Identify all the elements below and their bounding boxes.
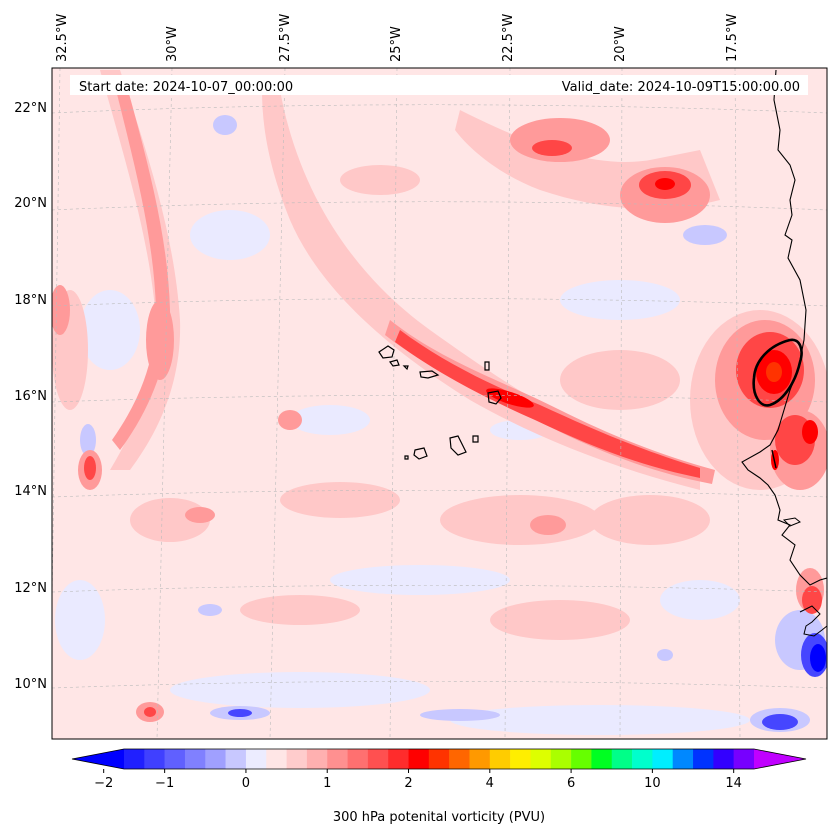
colorbar-cells [124, 749, 755, 769]
colorbar-cell [327, 749, 348, 769]
colorbar-cell [571, 749, 592, 769]
lon-label: 32.5°W [55, 14, 70, 62]
lat-label: 18°N [14, 293, 47, 308]
light-blue-regions [55, 210, 750, 735]
colorbar-cell [347, 749, 369, 769]
lon-label: 22.5°W [501, 14, 516, 62]
colorbar-over-arrow [754, 749, 806, 769]
colorbar-cell [408, 749, 430, 769]
colorbar-outline [71, 748, 807, 770]
colorbar-cell [124, 749, 145, 769]
cape-verde-islands [378, 345, 502, 460]
colorbar-cell [388, 749, 409, 769]
colorbar-label: 300 hPa potenital vorticity (PVU) [333, 810, 545, 825]
colorbar-tick-label: 0 [242, 776, 250, 791]
colorbar-cell [550, 749, 572, 769]
colorbar-tick-label: −2 [94, 776, 113, 791]
colorbar-tick-label: 2 [404, 776, 412, 791]
colorbar-cell [205, 749, 226, 769]
colorbar-cell [672, 749, 694, 769]
colorbar-tick-label: 14 [725, 776, 742, 791]
pv-max-core [766, 362, 782, 382]
colorbar-cell [530, 749, 552, 769]
lon-label: 20°W [613, 26, 628, 62]
map-frame [51, 67, 828, 740]
lat-label: 12°N [14, 581, 47, 596]
colorbar-tick-label: −1 [155, 776, 174, 791]
colorbar-cell [469, 749, 491, 769]
colorbar-cell [733, 749, 755, 769]
header-bar [70, 75, 808, 95]
blue-regions [80, 115, 825, 732]
lon-label: 17.5°W [725, 14, 740, 62]
colorbar-cell [611, 749, 633, 769]
colorbar-cell [225, 749, 247, 769]
colorbar-cell [164, 749, 186, 769]
lat-label: 22°N [14, 101, 47, 116]
colorbar-tick-label: 10 [644, 776, 661, 791]
lat-label: 20°N [14, 196, 47, 211]
lat-label: 16°N [14, 389, 47, 404]
colorbar-cell [652, 749, 674, 769]
coastline-gambia [782, 517, 801, 527]
pv-contour-thick [752, 338, 803, 407]
colorbar-tick-label: 1 [323, 776, 331, 791]
colorbar-cell [713, 749, 734, 769]
colorbar-cell [693, 749, 714, 769]
colorbar-cell [245, 749, 267, 769]
colorbar-ticks: −2 −1 0 1 2 4 6 10 14 [94, 769, 742, 791]
valid-date-label: Valid_date: 2024-10-09T15:00:00.00 [562, 80, 800, 95]
lon-label: 27.5°W [278, 14, 293, 62]
colorbar-cell [144, 749, 165, 769]
colorbar-cell [510, 749, 531, 769]
start-date-label: Start date: 2024-10-07_00:00:00 [79, 80, 293, 95]
coastline-west-africa [741, 69, 827, 586]
colorbar-under-arrow [72, 749, 124, 769]
lon-label: 30°W [165, 26, 180, 62]
longitude-labels: 32.5°W 30°W 27.5°W 25°W 22.5°W 20°W 17.5… [55, 14, 740, 62]
colorbar-cell [489, 749, 511, 769]
colorbar: −2 −1 0 1 2 4 6 10 14 300 hPa potenital vorticit… [71, 748, 807, 825]
colorbar-cell [428, 749, 450, 769]
lat-label: 14°N [14, 484, 47, 499]
gridlines [52, 68, 827, 739]
colorbar-cell [184, 749, 206, 769]
pv-field [52, 68, 827, 739]
colorbar-cell [591, 749, 613, 769]
coastline-guinea [799, 605, 827, 637]
lon-label: 25°W [389, 26, 404, 62]
colorbar-tick-label: 4 [486, 776, 494, 791]
colorbar-cell [632, 749, 653, 769]
colorbar-cell [286, 749, 308, 769]
colorbar-tick-label: 6 [567, 776, 575, 791]
colorbar-cell [367, 749, 389, 769]
lat-label: 10°N [14, 677, 47, 692]
colorbar-cell [266, 749, 287, 769]
latitude-labels: 22°N 20°N 18°N 16°N 14°N 12°N 10°N [14, 101, 47, 692]
colorbar-cell [306, 749, 328, 769]
colorbar-cell [449, 749, 470, 769]
